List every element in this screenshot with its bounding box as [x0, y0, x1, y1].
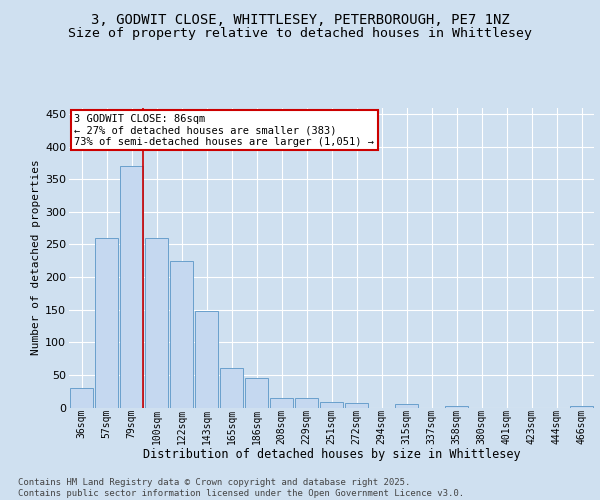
Text: 3, GODWIT CLOSE, WHITTLESEY, PETERBOROUGH, PE7 1NZ: 3, GODWIT CLOSE, WHITTLESEY, PETERBOROUG… [91, 12, 509, 26]
Bar [220, 368, 243, 408]
Bar [170, 261, 193, 408]
Bar [95, 238, 118, 408]
Bar [245, 378, 268, 408]
Bar [345, 403, 368, 407]
Bar [195, 311, 218, 408]
Text: 3 GODWIT CLOSE: 86sqm
← 27% of detached houses are smaller (383)
73% of semi-det: 3 GODWIT CLOSE: 86sqm ← 27% of detached … [74, 114, 374, 146]
Bar [320, 402, 343, 407]
Bar [70, 388, 93, 407]
Y-axis label: Number of detached properties: Number of detached properties [31, 160, 41, 356]
Bar [570, 406, 593, 407]
Text: Contains HM Land Registry data © Crown copyright and database right 2025.
Contai: Contains HM Land Registry data © Crown c… [18, 478, 464, 498]
Bar [120, 166, 143, 408]
Bar [395, 404, 418, 407]
Bar [270, 398, 293, 407]
Bar [295, 398, 318, 407]
Text: Size of property relative to detached houses in Whittlesey: Size of property relative to detached ho… [68, 28, 532, 40]
X-axis label: Distribution of detached houses by size in Whittlesey: Distribution of detached houses by size … [143, 448, 520, 462]
Bar [145, 238, 168, 408]
Bar [445, 406, 468, 407]
